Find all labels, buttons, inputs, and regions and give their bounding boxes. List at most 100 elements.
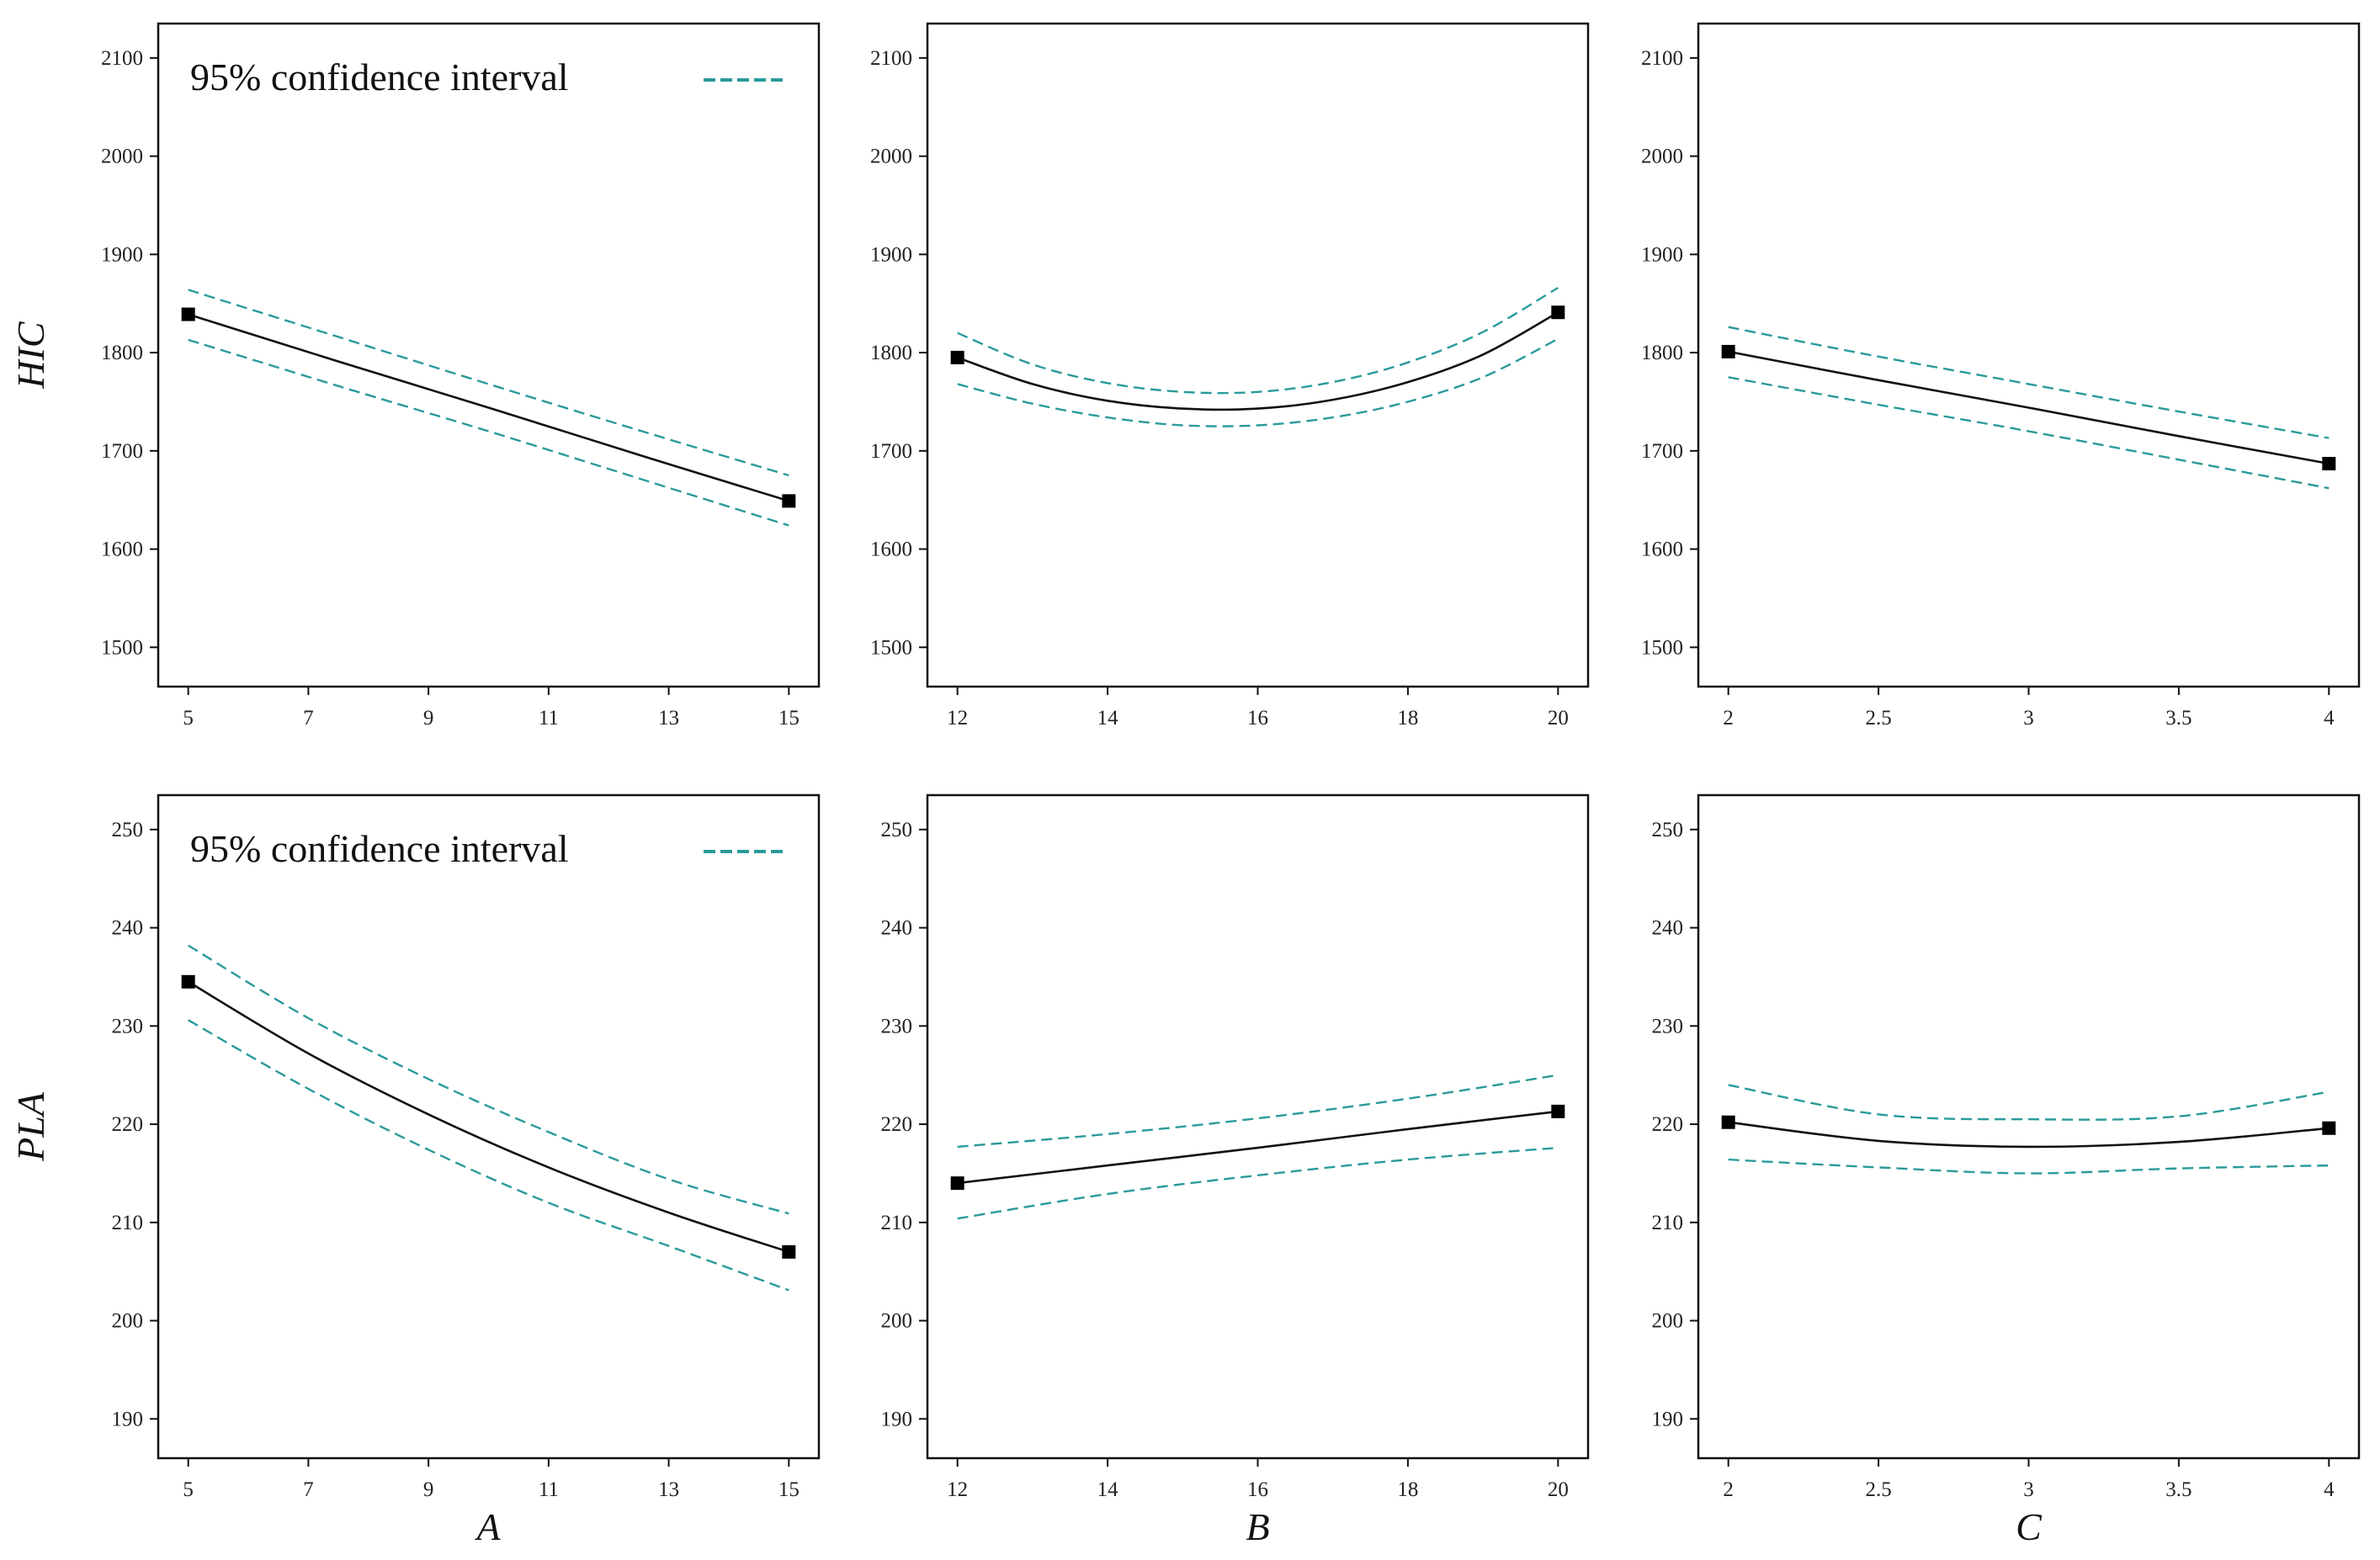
y-tick-label: 230 <box>1652 1015 1684 1037</box>
y-tick-label: 2100 <box>870 47 912 70</box>
ci-upper-line <box>188 944 789 1215</box>
plot-frame <box>926 793 1590 1460</box>
fit-line <box>1728 350 2330 465</box>
fit-line <box>188 313 789 502</box>
x-tick-label: 2.5 <box>1865 1478 1891 1501</box>
fit-line <box>188 980 789 1254</box>
endpoint-marker <box>950 1176 964 1191</box>
x-tick-label: 13 <box>658 707 679 730</box>
ci-lower-line <box>957 1146 1559 1220</box>
x-tick-label: 9 <box>423 707 434 730</box>
x-tick-label: 15 <box>778 1478 800 1501</box>
y-tick-label: 2000 <box>870 146 912 168</box>
y-tick-label: 210 <box>881 1212 913 1234</box>
x-tick-label: 20 <box>1548 707 1569 730</box>
x-tick-label: 13 <box>658 1478 679 1501</box>
ci-upper-line <box>188 289 789 477</box>
y-tick-label: 1700 <box>1641 440 1683 463</box>
ci-lower-line <box>188 1019 789 1292</box>
x-tick-label: 2 <box>1723 1478 1734 1501</box>
y-tick-label: 220 <box>112 1113 144 1136</box>
y-tick-label: 240 <box>881 917 913 940</box>
endpoint-marker <box>181 307 195 321</box>
x-tick-label: 12 <box>947 1478 968 1501</box>
x-tick-label: 7 <box>303 707 314 730</box>
y-tick-label: 230 <box>112 1015 144 1037</box>
x-tick-label: 11 <box>539 707 559 730</box>
y-tick-label: 250 <box>881 819 913 841</box>
x-tick-label: 20 <box>1548 1478 1569 1501</box>
y-tick-label: 1800 <box>101 342 143 364</box>
y-tick-label: 220 <box>1652 1113 1684 1136</box>
endpoint-marker <box>2322 456 2336 470</box>
y-tick-label: 200 <box>881 1310 913 1333</box>
y-tick-label: 1600 <box>1641 539 1683 561</box>
y-tick-label: 200 <box>112 1310 144 1333</box>
x-tick-label: 4 <box>2324 1478 2335 1501</box>
x-tick-label: 11 <box>539 1478 559 1501</box>
y-tick-label: 200 <box>1652 1310 1684 1333</box>
x-tick-label: 5 <box>183 1478 194 1501</box>
x-tick-label: 18 <box>1397 707 1418 730</box>
ci-lower-line <box>1728 376 2330 490</box>
y-tick-label: 1900 <box>1641 243 1683 266</box>
y-tick-label: 220 <box>881 1113 913 1136</box>
chart-panel-pla-a: 190 200 210 220 230 240 250 5 7 9 11 13 15 95% confid… <box>9 793 821 1548</box>
y-tick-label: 190 <box>1652 1408 1684 1430</box>
ci-upper-line <box>1728 1084 2330 1121</box>
y-tick-label: 210 <box>112 1212 144 1234</box>
legend-label: 95% confidence interval <box>190 56 569 98</box>
x-axis-title: C <box>2016 1505 2043 1548</box>
x-tick-label: 4 <box>2324 707 2335 730</box>
y-tick-label: 230 <box>881 1015 913 1037</box>
y-tick-label: 1900 <box>870 243 912 266</box>
fit-line <box>957 311 1559 411</box>
ci-lower-line <box>1728 1158 2330 1175</box>
x-tick-label: 5 <box>183 707 194 730</box>
y-axis-title: PLA <box>9 1091 52 1162</box>
x-tick-label: 2.5 <box>1865 707 1891 730</box>
y-tick-label: 210 <box>1652 1212 1684 1234</box>
y-tick-label: 1600 <box>101 539 143 561</box>
ci-lower-line <box>957 337 1559 427</box>
y-tick-label: 2000 <box>1641 146 1683 168</box>
y-axis-title: HIC <box>9 321 52 390</box>
y-tick-label: 190 <box>881 1408 913 1430</box>
chart-panel-hic-c: 1500 1600 1700 1800 1900 2000 2100 2 2.5 3 3.5 4 <box>1641 22 2361 730</box>
y-tick-label: 1800 <box>1641 342 1683 364</box>
endpoint-marker <box>782 494 796 508</box>
x-tick-label: 3.5 <box>2165 707 2191 730</box>
plot-frame <box>1697 22 2361 688</box>
endpoint-marker <box>1551 1104 1565 1118</box>
y-tick-label: 1600 <box>870 539 912 561</box>
y-tick-label: 2100 <box>101 47 143 70</box>
y-tick-label: 2100 <box>1641 47 1683 70</box>
plot-frame <box>157 793 821 1460</box>
fit-line <box>1728 1121 2330 1149</box>
x-tick-label: 16 <box>1247 1478 1268 1501</box>
endpoint-marker <box>950 350 964 364</box>
x-tick-label: 3.5 <box>2165 1478 2191 1501</box>
x-tick-label: 18 <box>1397 1478 1418 1501</box>
x-tick-label: 15 <box>778 707 800 730</box>
y-tick-label: 1700 <box>101 440 143 463</box>
endpoint-marker <box>782 1244 796 1259</box>
legend-label: 95% confidence interval <box>190 827 569 870</box>
y-tick-label: 2000 <box>101 146 143 168</box>
x-tick-label: 3 <box>2023 707 2034 730</box>
x-tick-label: 16 <box>1247 707 1268 730</box>
y-tick-label: 250 <box>1652 819 1684 841</box>
endpoint-marker <box>1721 1115 1735 1129</box>
x-tick-label: 9 <box>423 1478 434 1501</box>
x-tick-label: 3 <box>2023 1478 2034 1501</box>
x-tick-label: 12 <box>947 707 968 730</box>
endpoint-marker <box>1551 305 1565 320</box>
plot-frame <box>926 22 1590 688</box>
y-tick-label: 1500 <box>101 636 143 659</box>
y-tick-label: 1900 <box>101 243 143 266</box>
y-tick-label: 1700 <box>870 440 912 463</box>
x-tick-label: 7 <box>303 1478 314 1501</box>
y-tick-label: 190 <box>112 1408 144 1430</box>
y-tick-label: 1800 <box>870 342 912 364</box>
